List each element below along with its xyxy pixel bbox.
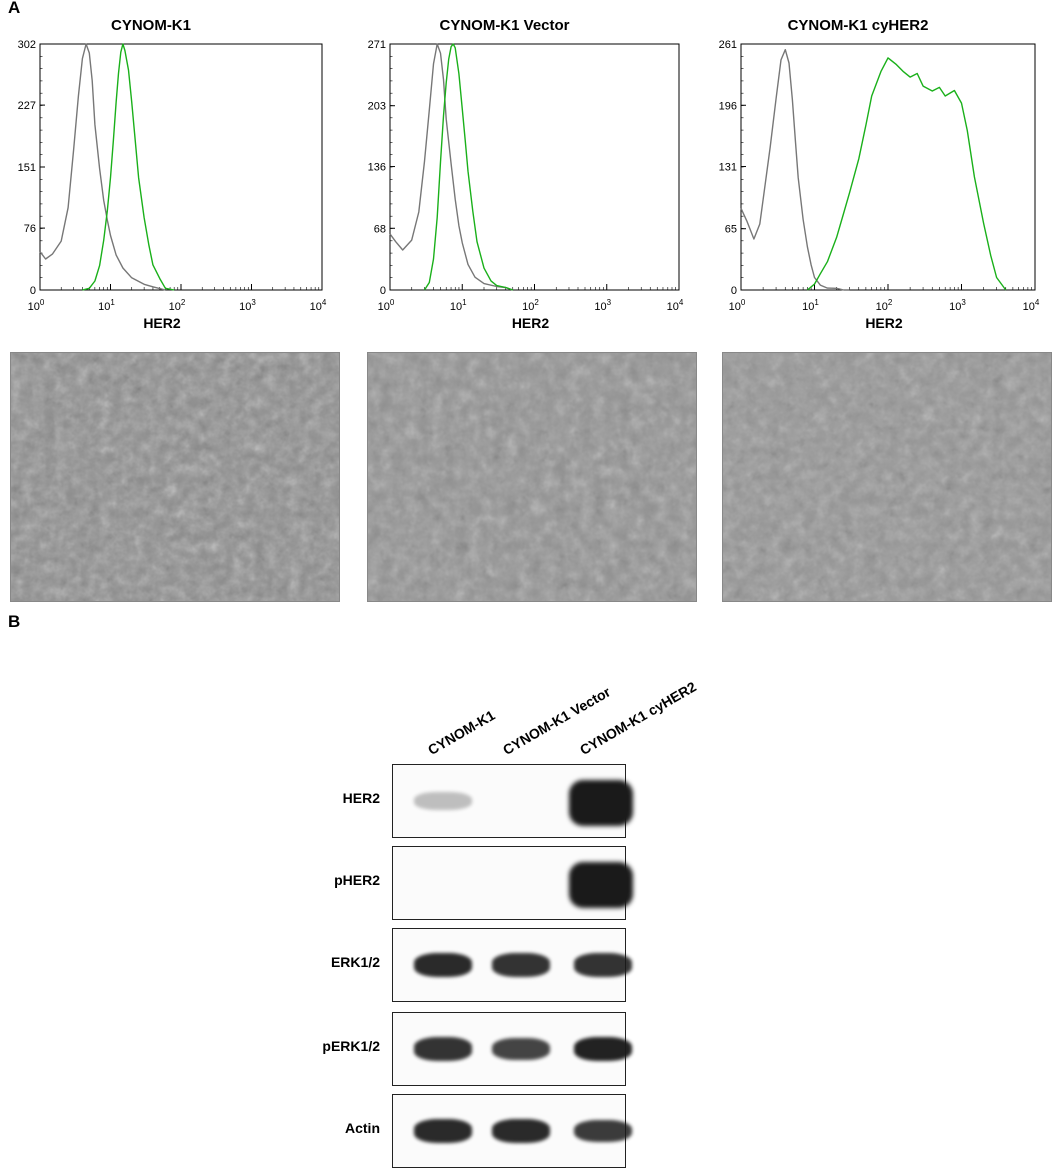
blot-membrane-actin (392, 1094, 632, 1168)
her2-stained-curve (423, 43, 514, 291)
x-axis-label: HER2 (143, 315, 181, 331)
micrograph-texture (368, 353, 696, 601)
blot-membrane-pher2 (392, 846, 633, 920)
x-tick-label: 103 (239, 298, 256, 313)
y-tick-label: 68 (374, 223, 386, 235)
panel-label-b: B (8, 612, 21, 631)
y-tick-label: 0 (731, 285, 737, 297)
micrograph-cynom-k1-cyher2 (722, 352, 1052, 602)
x-tick-label: 101 (98, 298, 115, 313)
x-tick-label: 103 (949, 298, 966, 313)
y-tick-label: 151 (18, 162, 36, 174)
blot-membrane-her2 (392, 764, 633, 838)
micrograph-texture (11, 353, 339, 601)
blot-band (574, 953, 632, 977)
y-tick-label: 65 (725, 224, 737, 236)
x-tick-label: 104 (667, 298, 684, 313)
micrograph-texture (723, 353, 1051, 601)
y-tick-label: 261 (719, 39, 737, 51)
chart-title: CYNOM-K1 (111, 17, 191, 34)
blot-row-label: HER2 (342, 790, 380, 806)
x-tick-label: 100 (378, 298, 395, 313)
histogram-0: CYNOM-K1 0 76 151 227 302 100 101 102 103 104 HER2 (18, 17, 327, 331)
panel-label-a: A (8, 0, 21, 17)
chart-title: CYNOM-K1 Vector (439, 17, 569, 34)
y-tick-label: 271 (368, 39, 386, 51)
histogram-2: CYNOM-K1 cyHER2 0 65 131 196 261 100 101 102 103 1… (719, 17, 1040, 331)
blot-band (569, 862, 633, 908)
blot-row-label: ERK1/2 (330, 954, 380, 970)
blot-membrane-perk12 (392, 1012, 632, 1086)
y-tick-label: 76 (24, 223, 36, 235)
y-tick-label: 227 (18, 100, 36, 112)
x-tick-label: 104 (310, 298, 327, 313)
her2-stained-curve (82, 43, 175, 291)
blot-band (569, 780, 633, 826)
y-tick-label: 203 (368, 101, 386, 113)
y-tick-label: 131 (719, 162, 737, 174)
isotype-control-curve (389, 43, 514, 291)
lane-label-cynom-k1: CYNOM-K1 (425, 706, 498, 758)
x-tick-label: 102 (876, 298, 893, 313)
blot-band (414, 1037, 472, 1061)
y-tick-label: 196 (719, 100, 737, 112)
y-tick-label: 0 (380, 285, 386, 297)
micrograph-cynom-k1 (10, 352, 340, 602)
x-tick-label: 102 (522, 298, 539, 313)
x-tick-label: 102 (169, 298, 186, 313)
blot-band (574, 1037, 632, 1061)
x-tick-label: 103 (594, 298, 611, 313)
plot-frame (39, 43, 323, 291)
blot-row-label: pHER2 (334, 872, 380, 888)
blot-band (414, 953, 472, 977)
x-tick-label: 101 (802, 298, 819, 313)
x-tick-label: 104 (1023, 298, 1040, 313)
blot-membrane-erk12 (392, 928, 632, 1002)
blot-band (414, 1119, 472, 1143)
y-tick-label: 136 (368, 162, 386, 174)
blot-row-label: pERK1/2 (322, 1038, 380, 1054)
y-tick-label: 0 (30, 285, 36, 297)
x-tick-label: 101 (450, 298, 467, 313)
histogram-1: CYNOM-K1 Vector 0 68 136 203 271 100 101 102 103 1… (368, 17, 684, 331)
blot-row-label: Actin (345, 1120, 380, 1136)
x-axis-label: HER2 (512, 315, 550, 331)
x-tick-label: 100 (729, 298, 746, 313)
chart-title: CYNOM-K1 cyHER2 (788, 17, 929, 34)
blot-band (492, 1119, 550, 1143)
y-tick-label: 302 (18, 39, 36, 51)
isotype-control-curve (39, 43, 166, 291)
x-axis-label: HER2 (865, 315, 903, 331)
blot-band (492, 953, 550, 977)
isotype-control-curve (740, 49, 850, 291)
micrograph-cynom-k1-vector (367, 352, 697, 602)
blot-band (574, 1119, 632, 1143)
her2-stained-curve (806, 57, 1007, 291)
blot-band (492, 1037, 550, 1061)
x-tick-label: 100 (28, 298, 45, 313)
blot-band (414, 791, 472, 811)
